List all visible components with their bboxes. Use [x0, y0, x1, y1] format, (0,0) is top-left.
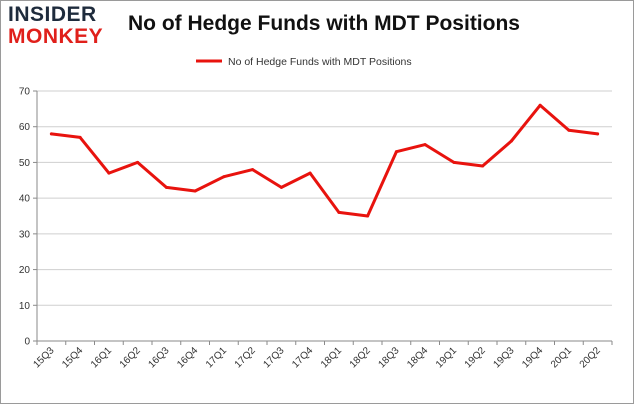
- x-tick-label: 20Q2: [578, 345, 603, 370]
- x-tick-label: 16Q3: [146, 345, 171, 370]
- axes: [36, 91, 612, 342]
- gridlines: [33, 90, 612, 342]
- x-tick-label: 17Q2: [233, 345, 258, 370]
- x-tick-label: 18Q4: [405, 345, 430, 370]
- y-tick-label: 10: [19, 301, 31, 312]
- data-point: [337, 210, 341, 214]
- x-tick-label: 17Q4: [290, 345, 315, 370]
- y-tick-label: 0: [24, 337, 30, 348]
- x-tick-label: 19Q3: [491, 345, 516, 370]
- y-tick-label: 60: [19, 122, 31, 133]
- x-tick-label: 16Q4: [175, 345, 200, 370]
- data-point: [567, 128, 571, 132]
- y-tick-label: 50: [19, 158, 31, 169]
- x-tick-label: 18Q3: [376, 345, 401, 370]
- data-point: [251, 168, 255, 172]
- legend-label: No of Hedge Funds with MDT Positions: [228, 56, 412, 68]
- y-tick-label: 30: [19, 229, 31, 240]
- data-point: [78, 135, 82, 139]
- data-point: [49, 132, 53, 136]
- x-tick-label: 19Q2: [463, 345, 488, 370]
- x-tick-label: 18Q1: [319, 345, 344, 370]
- x-tick-label: 18Q2: [348, 345, 373, 370]
- data-point: [279, 185, 283, 189]
- data-point: [193, 189, 197, 193]
- legend: No of Hedge Funds with MDT Positions: [196, 56, 412, 68]
- data-point: [222, 175, 226, 179]
- data-point: [308, 171, 312, 175]
- insider-monkey-logo: INSIDER MONKEY: [8, 4, 118, 48]
- series: [49, 103, 600, 218]
- logo-line-2: MONKEY: [8, 25, 104, 48]
- data-point: [164, 185, 168, 189]
- x-tick-label: 16Q1: [89, 345, 114, 370]
- y-tick-label: 70: [19, 87, 31, 98]
- logo-line-1: INSIDER: [8, 3, 97, 26]
- x-tick-label: 16Q2: [118, 345, 143, 370]
- x-tick-label: 20Q1: [549, 345, 574, 370]
- data-point: [136, 160, 140, 164]
- x-tick-label: 15Q4: [60, 345, 85, 370]
- data-point: [509, 139, 513, 143]
- data-point: [107, 171, 111, 175]
- x-tick-label: 17Q3: [261, 345, 286, 370]
- series-line: [49, 103, 600, 218]
- data-point: [366, 214, 370, 218]
- y-tick-label: 40: [19, 194, 31, 205]
- data-point: [452, 160, 456, 164]
- x-tick-label: 15Q3: [31, 345, 56, 370]
- x-tick-label: 17Q1: [204, 345, 229, 370]
- x-tick-label: 19Q1: [434, 345, 459, 370]
- y-tick-labels: 0 10 20 30 40 50 60 70: [19, 87, 31, 348]
- data-point: [394, 150, 398, 154]
- data-point: [596, 132, 600, 136]
- data-point: [423, 143, 427, 147]
- x-tick-label: 19Q4: [520, 345, 545, 370]
- y-tick-label: 20: [19, 265, 31, 276]
- x-tick-labels: 15Q3 15Q4 16Q1 16Q2 16Q3 16Q4 17Q1 17Q2 17Q3 17Q4…: [31, 341, 613, 370]
- data-point: [481, 164, 485, 168]
- chart-title: No of Hedge Funds with MDT Positions: [128, 12, 520, 35]
- data-point: [538, 103, 542, 107]
